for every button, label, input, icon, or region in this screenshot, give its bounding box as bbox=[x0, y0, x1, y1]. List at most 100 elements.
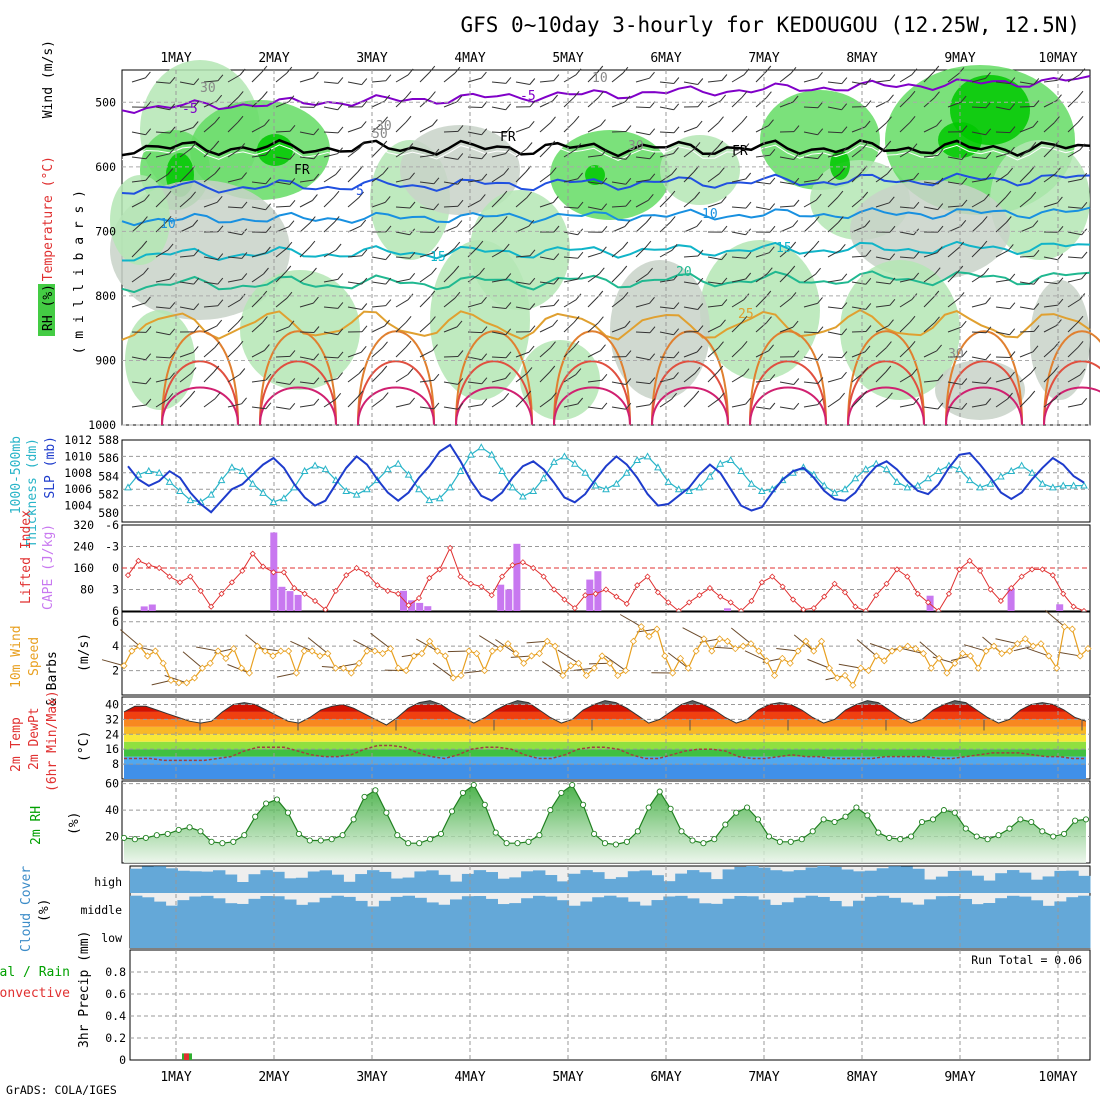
wind-barb-feather bbox=[1079, 368, 1086, 376]
wind-barb-feather bbox=[357, 390, 364, 398]
temp-band bbox=[124, 704, 1086, 712]
rh-point bbox=[918, 818, 926, 826]
cloud-middle-cell bbox=[663, 896, 676, 920]
rh-point bbox=[273, 796, 281, 803]
wind-barb bbox=[275, 130, 291, 133]
wind-barb bbox=[419, 296, 431, 308]
wind10-point bbox=[943, 669, 951, 677]
isotherm-arch bbox=[1043, 386, 1100, 426]
wind10-point bbox=[496, 645, 504, 653]
rh-blob bbox=[840, 260, 960, 400]
wind-barb-feather bbox=[960, 95, 967, 103]
wind-barb-feather bbox=[337, 103, 344, 111]
wind-barb bbox=[227, 278, 242, 283]
wind-barb-feather bbox=[503, 243, 510, 251]
wind-barb-feather bbox=[985, 398, 992, 405]
thickness-point bbox=[924, 474, 932, 482]
wind-barb bbox=[923, 206, 938, 211]
isotherm-arch bbox=[651, 386, 729, 426]
cloud-low-cell bbox=[1030, 920, 1044, 948]
li-point bbox=[228, 579, 235, 586]
li-point bbox=[779, 583, 786, 590]
cloud-high-cell bbox=[793, 870, 807, 893]
cloud-high-cell bbox=[450, 881, 463, 893]
li-point bbox=[176, 579, 184, 586]
wind-barb-feather bbox=[145, 353, 152, 361]
wind-barb bbox=[563, 299, 577, 308]
wind10-point bbox=[277, 647, 285, 655]
cloud-middle-cell bbox=[260, 895, 273, 920]
wind-barb-feather bbox=[433, 203, 440, 211]
wind-barb bbox=[1067, 321, 1079, 333]
rh-point bbox=[252, 813, 259, 820]
wind-barb-feather bbox=[142, 216, 148, 223]
isotherm-arch bbox=[1043, 360, 1100, 426]
li-point bbox=[426, 574, 433, 582]
wind-barb bbox=[803, 179, 818, 183]
wind-barb-feather bbox=[769, 177, 776, 185]
thickness-point bbox=[612, 479, 621, 487]
cloud-level-middle: middle bbox=[80, 903, 122, 917]
wind-barb-feather bbox=[647, 193, 654, 201]
wind-barb bbox=[635, 273, 648, 283]
cloud-low-cell bbox=[402, 920, 415, 948]
cloud-high-cell bbox=[1054, 870, 1067, 893]
wind-barb-feather bbox=[841, 328, 848, 336]
rh-point bbox=[1039, 828, 1046, 835]
wind-barb-feather bbox=[864, 345, 871, 353]
li-point bbox=[301, 590, 308, 597]
cloud-high-cell bbox=[1007, 870, 1020, 893]
wind10-point bbox=[371, 647, 379, 655]
rh-area bbox=[124, 785, 1086, 863]
wind-barb bbox=[923, 350, 937, 358]
li-point bbox=[374, 582, 381, 589]
wind-barb bbox=[1043, 347, 1055, 358]
wind-barb-feather bbox=[550, 392, 557, 400]
wind-barb-feather bbox=[745, 201, 752, 209]
li-point bbox=[540, 573, 547, 580]
wind10-point bbox=[575, 659, 583, 667]
isotherm-arch bbox=[945, 386, 1023, 426]
wind-barb bbox=[203, 305, 218, 308]
wind-barb-feather bbox=[505, 351, 512, 359]
wind-barb-feather bbox=[529, 303, 536, 310]
thickness-point bbox=[176, 486, 184, 495]
li-point bbox=[208, 603, 215, 610]
cloud-high-cell bbox=[971, 875, 984, 893]
wind-barb bbox=[299, 156, 314, 160]
cloud-middle-cell bbox=[438, 904, 451, 920]
wind-barb-feather bbox=[145, 128, 152, 136]
wind-barb-feather bbox=[601, 148, 608, 156]
wind-barb bbox=[371, 173, 384, 183]
wind-barb bbox=[947, 298, 960, 308]
cloud-middle-cell bbox=[864, 896, 878, 920]
wind-barb bbox=[779, 72, 792, 83]
li-point bbox=[530, 564, 537, 572]
wind-barb bbox=[563, 256, 578, 259]
wind-barb-feather bbox=[789, 265, 796, 273]
wind-barb-feather bbox=[241, 201, 248, 209]
wind-barb bbox=[1019, 197, 1032, 208]
pressure-frame bbox=[121, 439, 1091, 523]
li-point bbox=[945, 590, 952, 597]
cloud-middle-cell bbox=[213, 898, 226, 920]
wind-barb bbox=[395, 74, 409, 83]
wind-barb bbox=[851, 281, 866, 285]
wind-barb-feather bbox=[886, 167, 893, 175]
cloud-middle-cell bbox=[130, 895, 143, 920]
wind-barb bbox=[227, 74, 241, 83]
wind-barb-feather bbox=[1077, 115, 1084, 123]
wind-barb bbox=[467, 77, 482, 83]
li-point bbox=[436, 566, 443, 573]
thickness-point bbox=[1080, 481, 1088, 489]
rh-point bbox=[547, 807, 554, 814]
cloud-low-cell bbox=[758, 920, 771, 948]
wind-barb bbox=[947, 381, 962, 385]
wind-barb-feather bbox=[745, 251, 752, 259]
wind-barb-feather bbox=[407, 68, 414, 76]
day-label-top: 8MAY bbox=[846, 51, 877, 66]
wind-barb bbox=[563, 278, 578, 283]
wind-barb-feather bbox=[937, 203, 944, 210]
day-labels-bottom: 1MAY 2MAY 3MAY 4MAY 5MAY 6MAY 7MAY 8MAY 9MAY 10MA… bbox=[160, 1070, 1077, 1085]
wind-barb bbox=[323, 106, 338, 111]
